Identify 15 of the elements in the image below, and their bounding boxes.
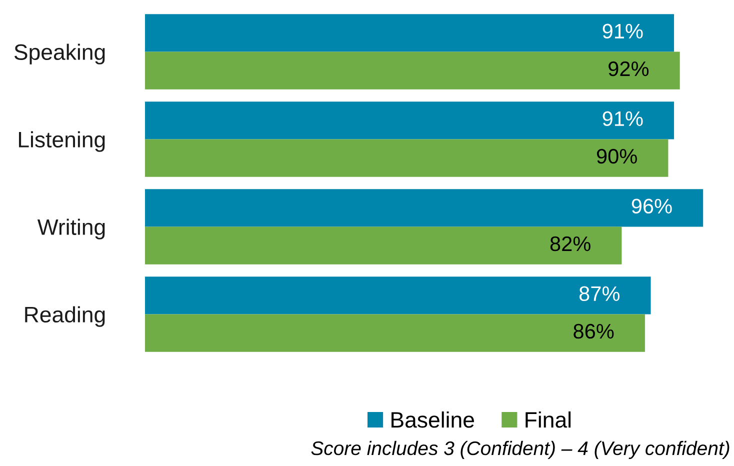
data-label: 90% xyxy=(596,148,637,164)
data-label: 86% xyxy=(574,324,614,339)
data-label: 91% xyxy=(602,24,643,39)
legend-label: Baseline xyxy=(392,411,474,428)
legend-label: Final xyxy=(526,411,571,428)
text: Score includes 3 (Confident) – 4 (Very confident) xyxy=(311,440,730,460)
y-tick-label: Reading xyxy=(25,306,105,327)
data-label: 92% xyxy=(608,61,649,76)
y-tick-label: Speaking xyxy=(14,44,105,64)
data-label: 96% xyxy=(632,198,672,214)
y-tick-label: Writing xyxy=(37,218,105,240)
data-label: 87% xyxy=(579,286,620,302)
data-label: 91% xyxy=(602,111,643,126)
data-label: 82% xyxy=(550,236,590,252)
y-tick-label: Listening xyxy=(18,131,105,152)
